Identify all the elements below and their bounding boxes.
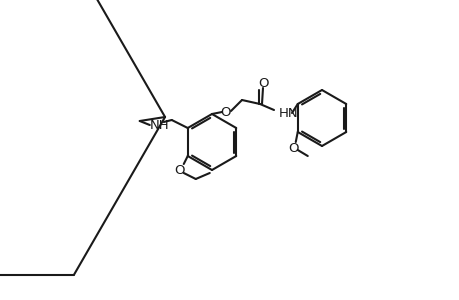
- Text: O: O: [288, 142, 298, 154]
- Text: O: O: [174, 164, 185, 176]
- Text: O: O: [220, 106, 231, 118]
- Text: O: O: [258, 76, 269, 89]
- Text: HN: HN: [279, 106, 298, 119]
- Text: NH: NH: [150, 118, 169, 131]
